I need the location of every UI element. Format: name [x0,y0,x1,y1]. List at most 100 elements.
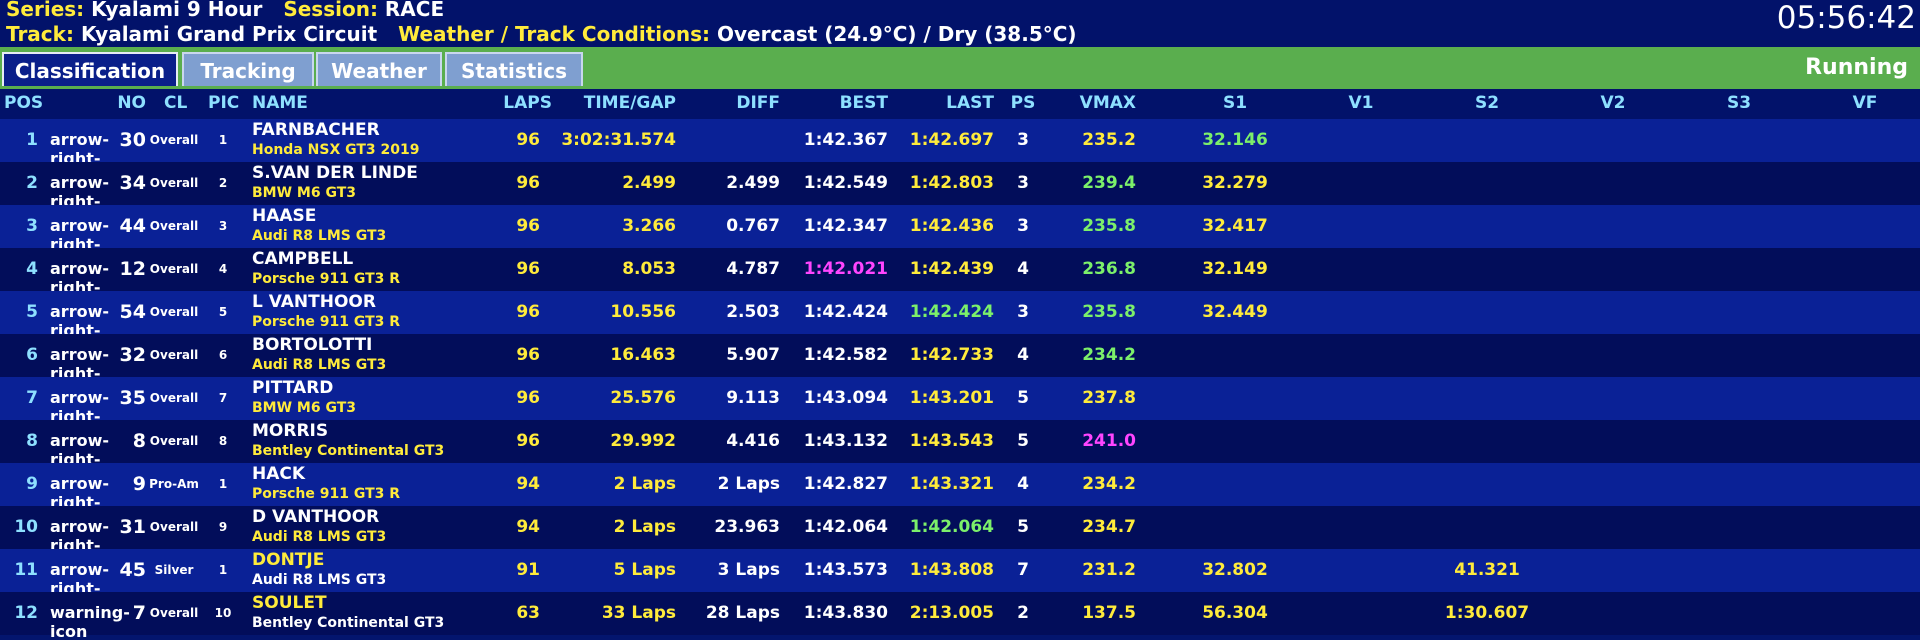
track-value: Kyalami Grand Prix Circuit [80,22,378,46]
tab-tracking[interactable]: Tracking [182,52,314,86]
col-header-no[interactable]: NO [117,93,146,113]
car-number: 35 [119,387,146,409]
time-gap: 25.576 [610,388,676,408]
position: 3 [26,216,38,236]
table-header: POS NO CL PIC NAME LAPS TIME/GAP DIFF BE… [0,89,1920,119]
position: 9 [26,474,38,494]
time-gap: 3:02:31.574 [561,130,676,150]
col-header-s2[interactable]: S2 [1474,93,1500,113]
class: Overall [149,391,199,405]
position-in-class: 9 [218,520,228,534]
arrow-right-icon: arrow-right-icon [50,216,109,273]
table-row[interactable]: 8 arrow-right-icon 8 Overall 8 MORRIS Be… [0,420,1920,488]
best-lap: 1:42.424 [803,302,888,322]
col-header-ps[interactable]: PS [1010,93,1036,113]
laps: 96 [516,345,540,365]
time-gap: 16.463 [610,345,676,365]
laps: 91 [516,560,540,580]
time-gap: 29.992 [610,431,676,451]
col-header-last[interactable]: LAST [946,93,994,113]
position: 7 [26,388,38,408]
table-row[interactable]: 11 arrow-right-icon 45 Silver 1 DONTJE A… [0,549,1920,617]
session-value: RACE [384,0,445,21]
table-row[interactable]: 10 arrow-right-icon 31 Overall 9 D VANTH… [0,506,1920,574]
driver-name: L VANTHOOR [252,292,376,312]
table-row[interactable]: 2 arrow-right-icon 34 Overall 2 S.VAN DE… [0,162,1920,230]
position: 2 [26,173,38,193]
pit-stops: 3 [1017,216,1029,236]
table-row[interactable]: 9 arrow-right-icon 9 Pro-Am 1 HACK Porsc… [0,463,1920,531]
position-in-class: 2 [218,176,228,190]
table-row[interactable]: 12 warning-icon 7 Overall 10 SOULET Bent… [0,592,1920,640]
table-row[interactable]: 3 arrow-right-icon 44 Overall 3 HAASE Au… [0,205,1920,273]
col-header-gap[interactable]: TIME/GAP [583,93,676,113]
position-in-class: 3 [218,219,228,233]
col-header-best[interactable]: BEST [839,93,888,113]
col-header-laps[interactable]: LAPS [503,93,552,113]
sector-1: 32.417 [1202,216,1268,236]
position-in-class: 8 [218,434,228,448]
col-header-s1[interactable]: S1 [1222,93,1248,113]
vmax: 239.4 [1082,173,1136,193]
col-header-s3[interactable]: S3 [1726,93,1752,113]
best-lap: 1:42.021 [803,259,888,279]
car-number: 45 [119,559,146,581]
car-number: 8 [132,430,146,452]
position: 4 [26,259,38,279]
position: 10 [14,517,38,537]
time-gap: 2 Laps [613,517,676,537]
last-lap: 1:42.064 [909,517,994,537]
position-in-class: 1 [218,563,228,577]
position-in-class: 7 [218,391,228,405]
table-row[interactable]: 6 arrow-right-icon 32 Overall 6 BORTOLOT… [0,334,1920,402]
driver-name: PITTARD [252,378,334,398]
series-label: Series: [6,0,85,21]
class: Overall [149,606,199,620]
session-info-bar: Series: Kyalami 9 Hour Session: RACE Tra… [0,0,1920,47]
col-header-v2[interactable]: V2 [1600,93,1626,113]
sector-2: 41.321 [1454,560,1520,580]
class: Overall [149,262,199,276]
col-header-pos[interactable]: POS [4,93,44,113]
car-model: Porsche 911 GT3 R [252,314,401,330]
col-header-diff[interactable]: DIFF [736,93,780,113]
table-row[interactable]: 5 arrow-right-icon 54 Overall 5 L VANTHO… [0,291,1920,359]
pit-stops: 4 [1017,259,1029,279]
table-row[interactable]: 7 arrow-right-icon 35 Overall 7 PITTARD … [0,377,1920,445]
arrow-right-icon: arrow-right-icon [50,302,109,359]
car-model: Porsche 911 GT3 R [252,486,401,502]
sector-1: 32.279 [1202,173,1268,193]
class: Overall [149,133,199,147]
car-number: 31 [119,516,146,538]
pit-stops: 7 [1017,560,1029,580]
series-line: Series: Kyalami 9 Hour Session: RACE [6,0,458,21]
car-model: Audi R8 LMS GT3 [252,572,387,588]
car-model: Audi R8 LMS GT3 [252,529,387,545]
car-number: 34 [119,172,146,194]
diff: 4.416 [726,431,780,451]
class: Silver [154,563,194,577]
car-number: 12 [119,258,146,280]
diff: 5.907 [726,345,780,365]
col-header-vf[interactable]: VF [1852,93,1878,113]
tab-bar: Classification Tracking Weather Statisti… [0,47,1920,89]
col-header-name[interactable]: NAME [252,93,308,113]
table-row[interactable]: 4 arrow-right-icon 12 Overall 4 CAMPBELL… [0,248,1920,316]
col-header-cl[interactable]: CL [164,93,188,113]
vmax: 234.2 [1082,345,1136,365]
col-header-vmax[interactable]: VMAX [1079,93,1136,113]
diff: 28 Laps [705,603,780,623]
pit-stops: 3 [1017,173,1029,193]
tab-weather[interactable]: Weather [316,52,442,86]
time-gap: 33 Laps [601,603,676,623]
table-row[interactable]: 1 arrow-right-icon 30 Overall 1 FARNBACH… [0,119,1920,187]
class: Pro-Am [149,477,199,491]
col-header-pic[interactable]: PIC [208,93,240,113]
time-gap: 2 Laps [613,474,676,494]
tab-statistics[interactable]: Statistics [445,52,583,86]
diff: 2 Laps [717,474,780,494]
tab-classification[interactable]: Classification [2,52,178,86]
col-header-v1[interactable]: V1 [1348,93,1374,113]
best-lap: 1:43.830 [803,603,888,623]
car-number: 30 [119,129,146,151]
